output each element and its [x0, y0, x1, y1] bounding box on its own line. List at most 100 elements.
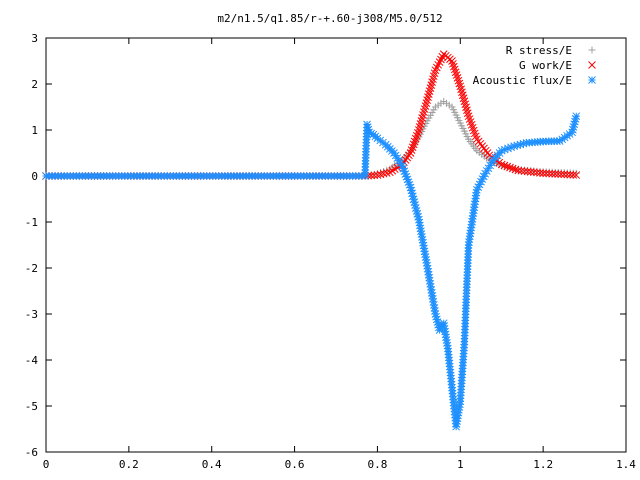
data-point	[572, 112, 581, 121]
series-star	[42, 112, 581, 431]
data-point	[468, 123, 477, 132]
data-point	[461, 100, 470, 109]
data-point	[379, 169, 388, 178]
x-tick-label: 1.4	[616, 458, 636, 471]
data-point	[456, 82, 465, 91]
data-point	[455, 79, 464, 88]
legend-label: R stress/E	[506, 44, 572, 57]
data-point	[428, 78, 436, 87]
data-point	[406, 149, 415, 157]
x-tick-label: 1.2	[533, 458, 553, 471]
data-point	[422, 99, 431, 107]
data-point	[466, 118, 475, 126]
data-point	[520, 167, 529, 176]
data-point	[539, 169, 547, 178]
data-point	[417, 117, 426, 125]
data-point	[560, 170, 569, 179]
data-point	[460, 97, 469, 106]
data-point	[464, 112, 473, 121]
data-point	[449, 62, 458, 71]
data-point	[454, 76, 463, 85]
y-tick-label: 3	[31, 32, 38, 45]
data-point	[500, 161, 509, 170]
data-point	[542, 169, 551, 178]
data-point	[467, 120, 476, 129]
data-point	[463, 106, 471, 115]
data-point	[569, 171, 578, 179]
data-point	[373, 171, 382, 179]
data-point	[418, 114, 427, 122]
data-point	[458, 91, 467, 100]
data-point	[470, 129, 479, 138]
legend-label: G work/E	[519, 59, 572, 72]
data-point	[514, 166, 523, 175]
data-point	[465, 115, 474, 123]
data-point	[526, 168, 535, 176]
data-point	[408, 143, 417, 152]
data-point	[463, 109, 472, 118]
data-point	[416, 120, 425, 128]
y-tick-label: 1	[31, 124, 38, 137]
legend-label: Acoustic flux/E	[473, 74, 572, 87]
data-point	[554, 170, 563, 178]
y-tick-label: -1	[25, 216, 38, 229]
data-point	[424, 93, 432, 101]
data-point	[411, 134, 420, 143]
data-point	[471, 132, 480, 141]
data-point	[427, 81, 436, 90]
data-point	[453, 74, 462, 82]
data-point	[459, 94, 468, 103]
data-point	[572, 171, 581, 179]
data-point	[415, 123, 424, 131]
data-point	[430, 69, 439, 78]
data-point	[450, 65, 459, 74]
data-point	[425, 87, 434, 95]
data-point	[457, 85, 465, 94]
data-point	[409, 140, 418, 149]
data-point	[566, 170, 575, 179]
data-point	[452, 71, 461, 79]
data-point	[458, 88, 466, 97]
y-tick-label: 2	[31, 78, 38, 91]
data-point	[419, 111, 427, 119]
y-tick-label: -4	[25, 354, 39, 367]
data-point	[448, 57, 456, 65]
data-point	[426, 84, 435, 92]
data-point	[415, 126, 423, 134]
data-point	[413, 129, 422, 137]
data-point	[462, 103, 470, 112]
data-point	[429, 75, 437, 84]
data-point	[511, 165, 520, 174]
data-point	[497, 160, 506, 169]
data-point	[523, 167, 532, 176]
series-cross	[42, 50, 581, 180]
data-point	[545, 169, 554, 178]
plot-frame	[45, 37, 627, 453]
data-point	[536, 169, 544, 177]
data-point	[506, 163, 514, 172]
x-tick-label: 0.2	[119, 458, 139, 471]
y-tick-label: -3	[25, 308, 38, 321]
data-point	[419, 108, 428, 116]
x-tick-label: 0.4	[202, 458, 222, 471]
data-point	[548, 169, 557, 178]
legend-marker	[588, 76, 596, 84]
data-point	[424, 90, 433, 98]
y-tick-label: 0	[31, 170, 38, 183]
data-point	[557, 170, 566, 179]
data-point	[503, 162, 512, 171]
series-layer	[42, 50, 581, 431]
x-tick-label: 0.6	[285, 458, 305, 471]
data-point	[451, 68, 460, 77]
data-point	[410, 137, 419, 146]
data-point	[429, 72, 438, 81]
data-point	[370, 171, 379, 180]
y-tick-label: -5	[25, 400, 38, 413]
legend-marker	[588, 61, 596, 69]
data-point	[508, 164, 517, 173]
data-point	[529, 168, 538, 177]
data-point	[563, 170, 572, 179]
data-point	[412, 131, 421, 140]
